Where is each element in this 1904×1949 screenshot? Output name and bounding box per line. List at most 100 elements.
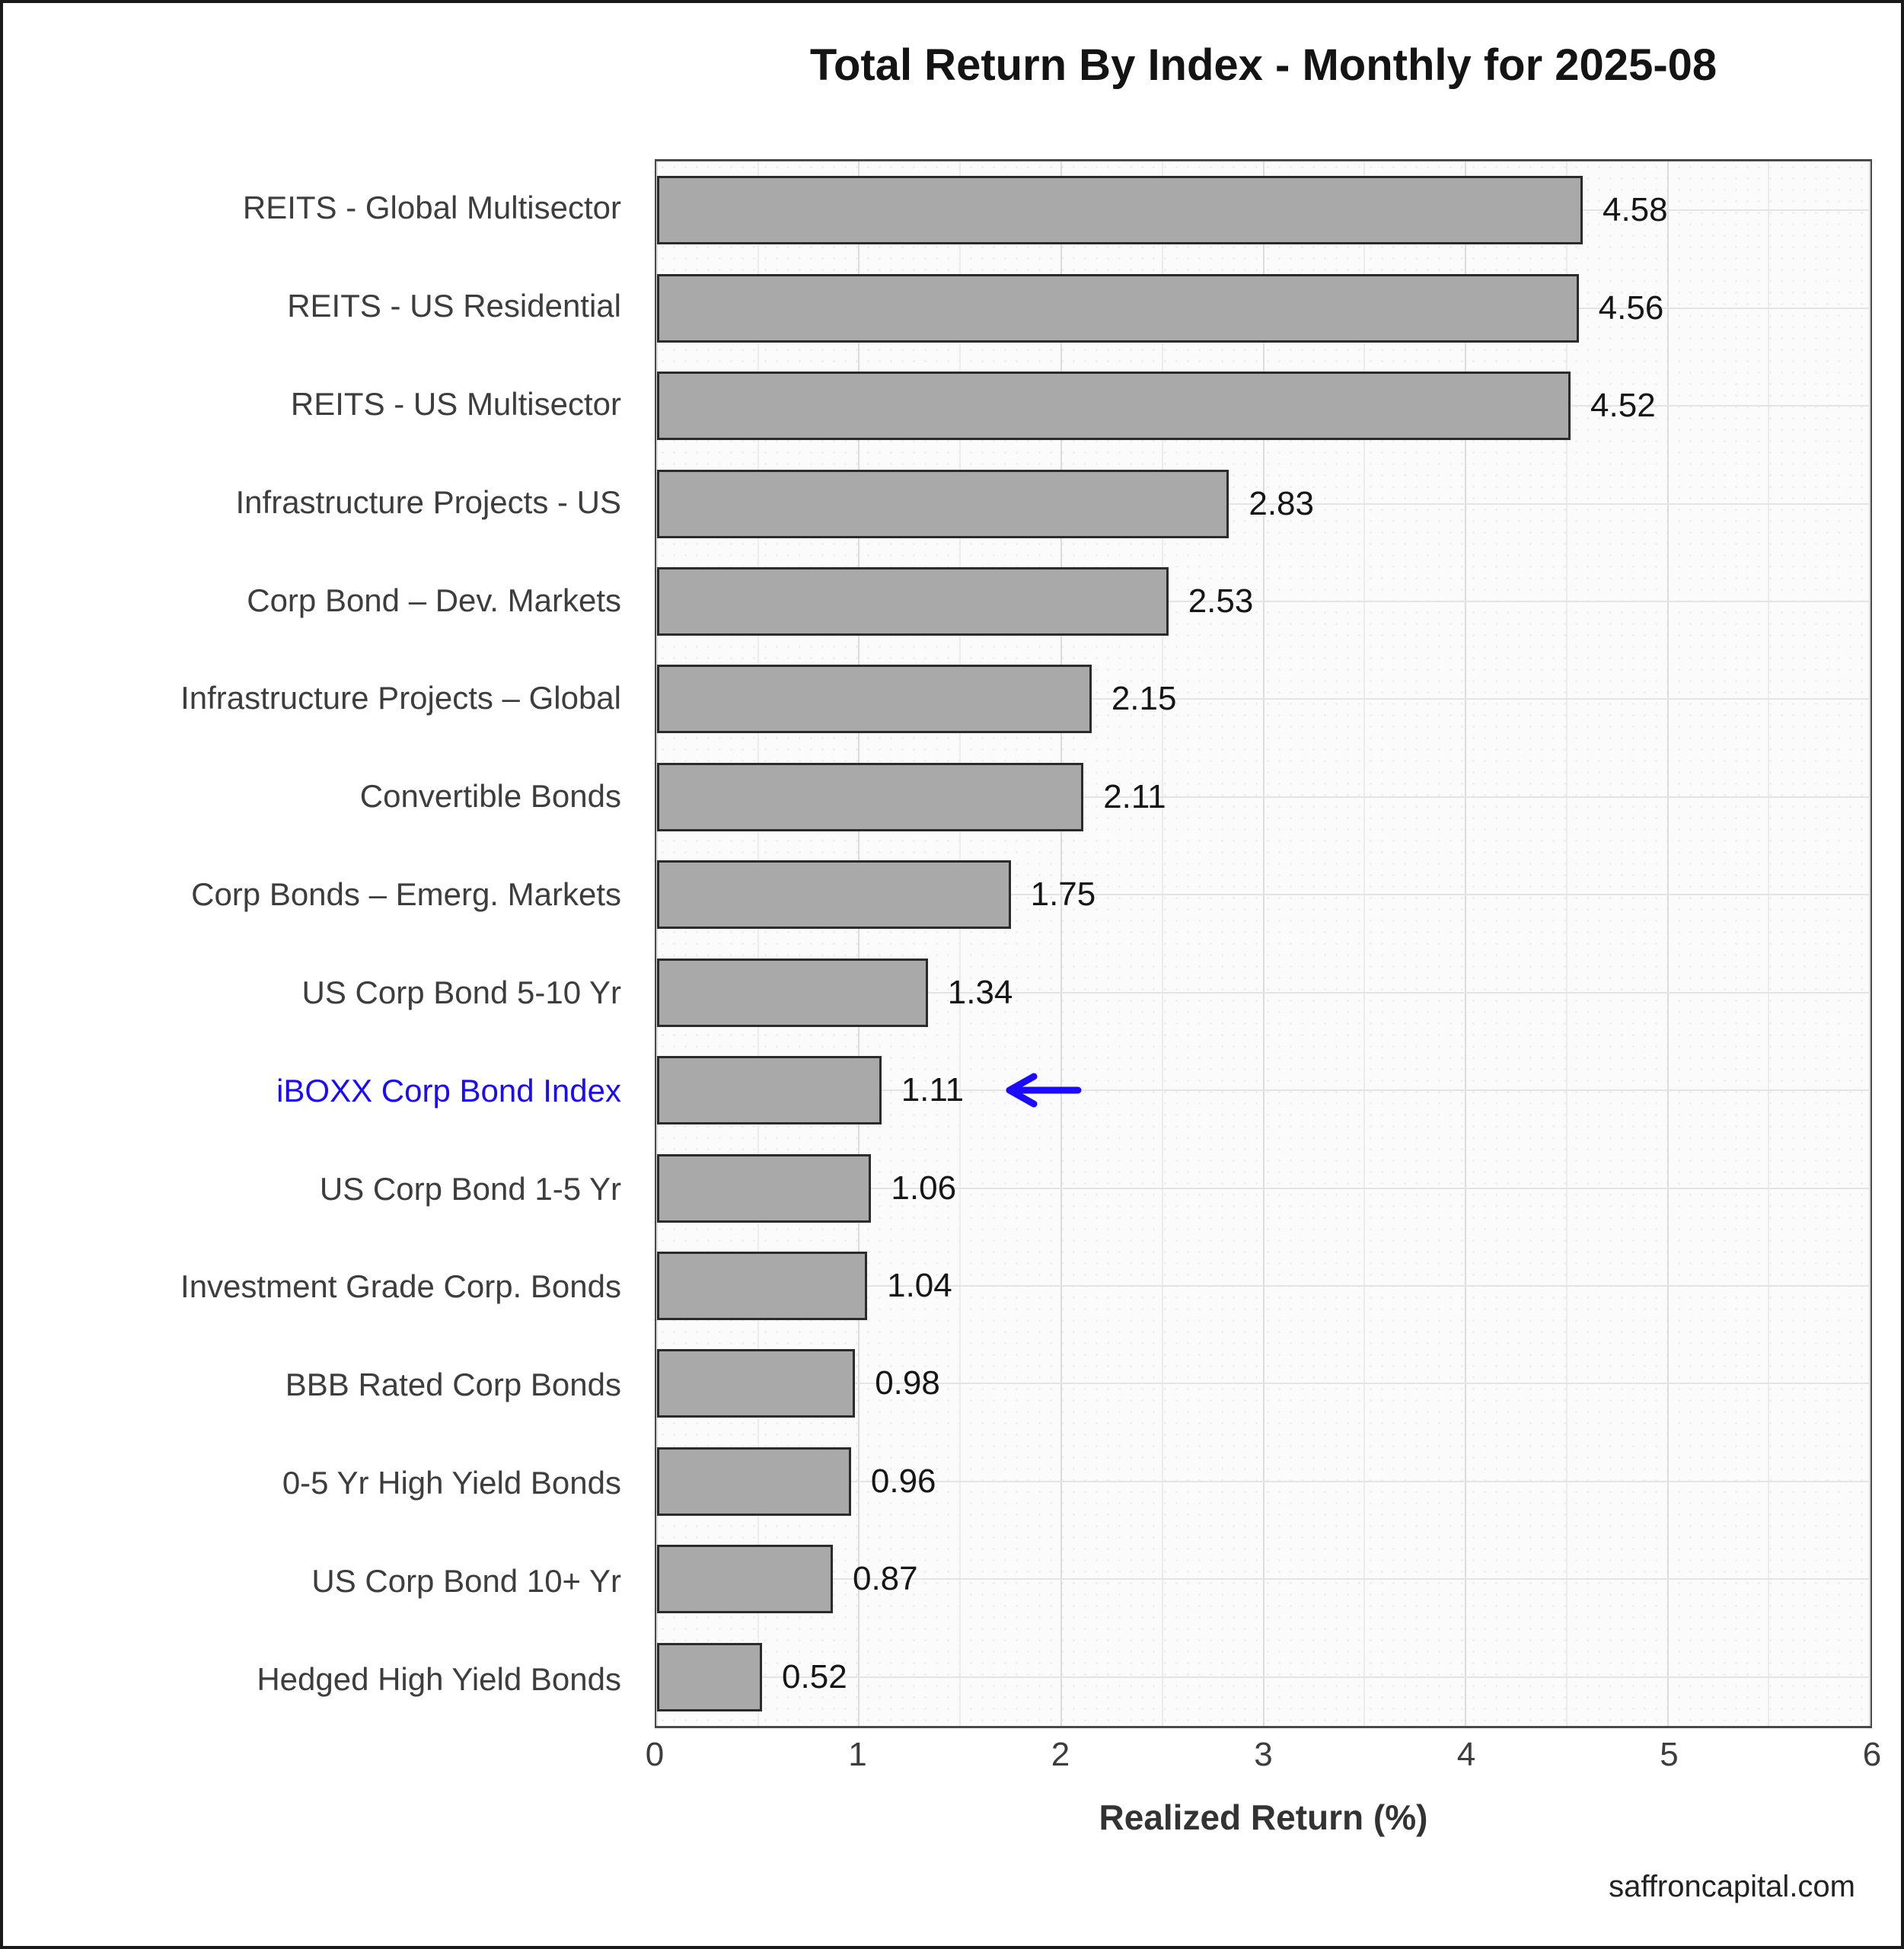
bar-value-label: 4.52 <box>1590 387 1656 425</box>
category-label: REITS - US Residential <box>287 288 621 324</box>
bar-value-label: 2.15 <box>1111 680 1177 718</box>
bar-rows: 4.58 4.56 4.52 2.83 2.53 2.15 2.11 1.75 1.34 1.11… <box>657 161 1870 1726</box>
x-axis-tick: 5 <box>1660 1736 1679 1773</box>
bar-row: 4.58 <box>657 161 1870 259</box>
bar-row: 2.15 <box>657 650 1870 748</box>
x-axis-tick: 2 <box>1051 1736 1070 1773</box>
bar-value-label: 4.56 <box>1598 289 1664 327</box>
bar-value-label: 2.83 <box>1249 484 1314 522</box>
bar-row: 4.56 <box>657 259 1870 356</box>
chart-title: Total Return By Index - Monthly for 2025… <box>809 40 1717 90</box>
gridline <box>1464 161 1466 1726</box>
gridline <box>959 161 962 1726</box>
x-axis-tick: 4 <box>1456 1736 1476 1773</box>
gridline <box>657 502 1870 505</box>
bar-row: 0.52 <box>657 1628 1870 1726</box>
category-label: Investment Grade Corp. Bonds <box>180 1268 621 1305</box>
watermark: saffroncapital.com <box>1609 1870 1855 1903</box>
gridline <box>1262 161 1265 1726</box>
bar <box>657 1545 833 1614</box>
bar-row: 1.11 <box>657 1041 1870 1139</box>
category-label: Infrastructure Projects - US <box>235 483 621 520</box>
bar <box>657 469 1229 538</box>
bar-value-label: 0.96 <box>870 1462 936 1500</box>
bar <box>657 1349 856 1418</box>
gridline <box>858 161 860 1726</box>
category-label: Corp Bonds – Emerg. Markets <box>191 876 621 913</box>
bar-row: 1.06 <box>657 1139 1870 1236</box>
bar-row: 1.34 <box>657 944 1870 1041</box>
bar-row: 0.98 <box>657 1335 1870 1432</box>
bar-value-label: 1.11 <box>901 1071 965 1109</box>
bar <box>657 1252 868 1321</box>
bar-row: 2.11 <box>657 748 1870 846</box>
bar <box>657 762 1084 831</box>
x-axis-tick: 1 <box>848 1736 867 1773</box>
gridline <box>1060 161 1062 1726</box>
x-axis-tick: 6 <box>1862 1736 1882 1773</box>
category-label: Corp Bond – Dev. Markets <box>247 582 621 618</box>
bar-row: 4.52 <box>657 357 1870 455</box>
category-label: REITS - US Multisector <box>290 386 621 423</box>
x-axis-ticks: 0 1 2 3 4 5 6 <box>646 1736 1881 1785</box>
gridline <box>657 1578 1870 1581</box>
bar <box>657 860 1011 930</box>
bar-value-label: 0.52 <box>782 1657 847 1695</box>
bar-row: 0.96 <box>657 1433 1870 1530</box>
gridline <box>657 991 1870 994</box>
gridline <box>657 796 1870 798</box>
gridline <box>657 1480 1870 1482</box>
bar-row: 2.53 <box>657 553 1870 650</box>
gridline <box>1363 161 1366 1726</box>
gridline <box>657 1089 1870 1092</box>
gridline <box>657 1383 1870 1385</box>
category-label: US Corp Bond 10+ Yr <box>311 1562 621 1599</box>
bar <box>657 372 1571 441</box>
bar-row: 2.83 <box>657 455 1870 552</box>
gridline <box>657 1285 1870 1287</box>
category-label: Infrastructure Projects – Global <box>180 680 621 716</box>
bar <box>657 1056 882 1125</box>
bar-value-label: 4.58 <box>1602 191 1668 229</box>
x-axis-label: Realized Return (%) <box>1099 1797 1428 1837</box>
category-label: US Corp Bond 1-5 Yr <box>319 1170 621 1207</box>
bar <box>657 176 1583 245</box>
gridline <box>656 161 658 1726</box>
bar-value-label: 2.11 <box>1103 777 1166 815</box>
bar <box>657 273 1579 343</box>
x-axis-tick: 3 <box>1254 1736 1273 1773</box>
plot-area: 4.58 4.56 4.52 2.83 2.53 2.15 2.11 1.75 1.34 1.11… <box>655 159 1872 1728</box>
bar-value-label: 1.06 <box>891 1169 957 1207</box>
bar-value-label: 0.98 <box>875 1364 940 1402</box>
gridline <box>657 1676 1870 1678</box>
gridline <box>1565 161 1568 1726</box>
gridline <box>657 1187 1870 1189</box>
bar-row: 1.04 <box>657 1237 1870 1335</box>
category-label: Convertible Bonds <box>359 778 621 815</box>
category-label: US Corp Bond 5-10 Yr <box>301 974 621 1010</box>
bar-value-label: 1.04 <box>887 1267 952 1305</box>
bar-value-label: 1.34 <box>947 973 1013 1011</box>
bar <box>657 1153 872 1223</box>
gridline <box>657 894 1870 896</box>
bar <box>657 1447 851 1516</box>
gridline <box>1161 161 1163 1726</box>
category-label-highlighted: iBOXX Corp Bond Index <box>276 1072 621 1108</box>
category-label: BBB Rated Corp Bonds <box>285 1367 621 1403</box>
bar-row: 0.87 <box>657 1530 1870 1628</box>
highlight-arrow-icon <box>1006 1073 1082 1108</box>
gridline <box>757 161 759 1726</box>
category-label: Hedged High Yield Bonds <box>257 1660 621 1697</box>
bar-value-label: 1.75 <box>1030 876 1096 914</box>
bar <box>657 665 1092 734</box>
bar <box>657 566 1169 636</box>
vertical-gridlines <box>656 161 1871 1726</box>
gridline <box>657 698 1870 700</box>
bar <box>657 1642 763 1711</box>
category-label: REITS - Global Multisector <box>242 190 621 226</box>
category-label: 0-5 Yr High Yield Bonds <box>282 1464 621 1501</box>
gridline <box>1768 161 1770 1726</box>
gridline <box>657 600 1870 602</box>
gridline <box>1869 161 1871 1726</box>
